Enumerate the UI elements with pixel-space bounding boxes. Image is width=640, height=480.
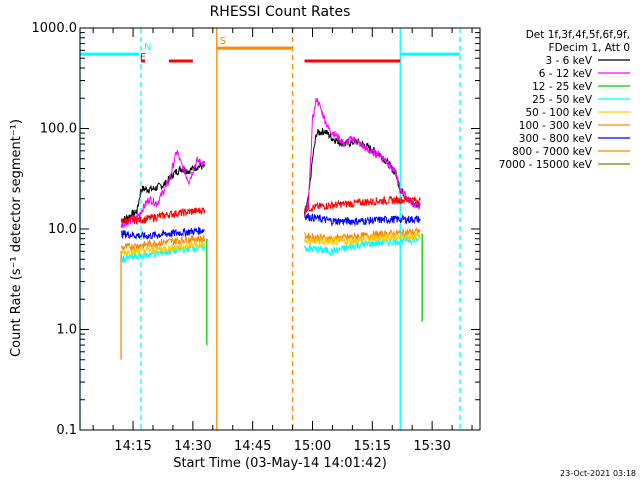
series-line-5-segment-1 (120, 234, 206, 253)
legend-entry-label: 12 - 25 keV (532, 81, 593, 93)
legend-entry-label: 300 - 800 keV (519, 133, 593, 145)
legend-header-line: FDecim 1, Att 0 (549, 42, 630, 54)
legend-entry-label: 6 - 12 keV (539, 68, 593, 80)
axes: 0.1 1.0 10.0 100.0 1000.0 14:15 14:30 14:45 15:0… (32, 21, 481, 454)
legend: Det 1f,3f,4f,5f,6f,9f,FDecim 1, Att 03 -… (499, 29, 630, 171)
series-line-1-segment-1 (120, 163, 206, 224)
x-tick-label: 14:45 (234, 439, 271, 454)
legend-entry-label: 7000 - 15000 keV (499, 159, 593, 171)
legend-entry-label: 100 - 300 keV (519, 120, 593, 132)
y-tick-label: 10.0 (48, 222, 77, 237)
x-tick-label: 15:00 (294, 439, 331, 454)
x-tick-label: 15:30 (413, 439, 450, 454)
plot-area: NF S (79, 28, 461, 430)
legend-entry-label: 3 - 6 keV (545, 55, 592, 67)
series-line-3-segment-1 (120, 207, 206, 225)
x-axis-label: Start Time (03-May-14 14:01:42) (173, 456, 387, 471)
y-tick-label: 100.0 (40, 122, 77, 137)
legend-header-line: Det 1f,3f,4f,5f,6f,9f, (526, 29, 630, 41)
flag-letter-n: N (144, 42, 151, 53)
legend-entry-label: 800 - 7000 keV (512, 146, 593, 158)
y-tick-label: 1000.0 (32, 21, 78, 36)
legend-entry-label: 25 - 50 keV (532, 94, 593, 106)
flag-letter-s: S (220, 36, 226, 47)
series-line-2-segment-1 (120, 149, 206, 229)
y-tick-label: 1.0 (56, 323, 77, 338)
flag-letter-f: F (140, 52, 146, 63)
series-line-5-segment-2 (304, 226, 421, 244)
series-line-4-segment-1 (120, 226, 205, 240)
footer-timestamp: 23-Oct-2021 03:18 (560, 469, 636, 478)
axes-frame (79, 27, 481, 431)
x-tick-label: 14:30 (174, 439, 211, 454)
y-tick-label: 0.1 (56, 423, 77, 438)
x-tick-label: 14:15 (114, 439, 151, 454)
chart-title: RHESSI Count Rates (210, 4, 351, 20)
series-line-7-segment-1 (120, 240, 206, 258)
series-line-7-segment-2 (304, 232, 421, 247)
legend-entry-label: 50 - 100 keV (525, 107, 592, 119)
y-axis-label: Count Rate (s⁻¹ detector segment⁻¹) (9, 119, 24, 357)
series-line-2-segment-2 (304, 97, 421, 216)
x-tick-label: 15:15 (354, 439, 391, 454)
series-line-3-segment-2 (304, 194, 421, 213)
series-line-4-segment-2 (304, 213, 421, 227)
